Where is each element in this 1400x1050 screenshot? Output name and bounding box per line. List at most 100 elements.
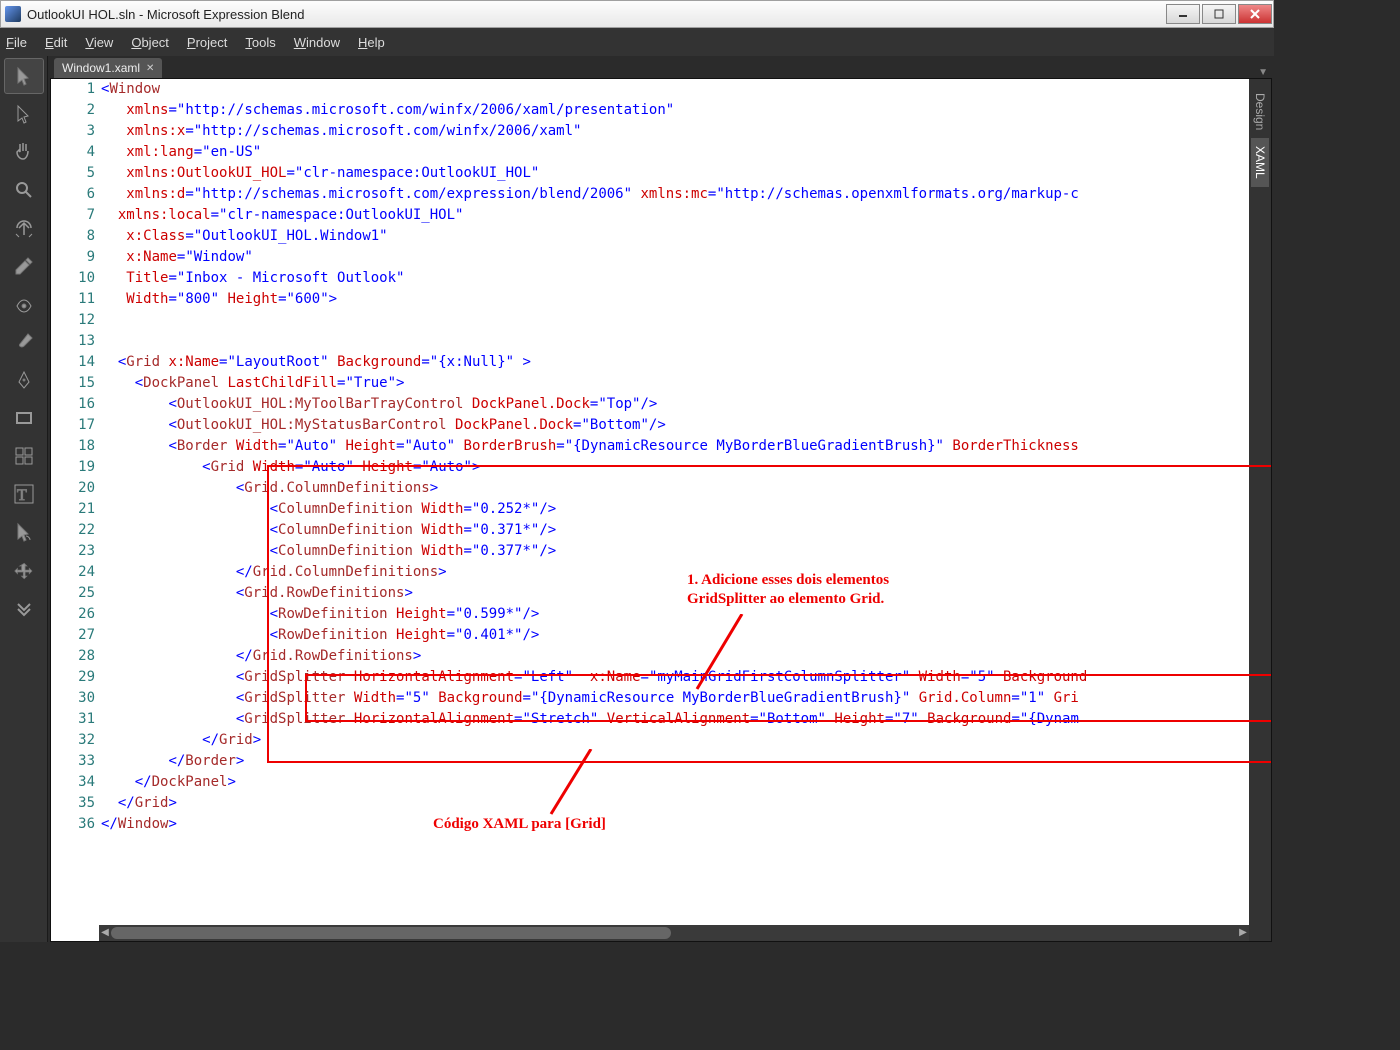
scrollbar-thumb[interactable] [111,927,671,939]
tool-camera[interactable] [4,210,44,246]
line-content[interactable]: <DockPanel LastChildFill="True"> [101,373,1249,394]
tool-pen[interactable] [4,362,44,398]
code-line[interactable]: 5 xmlns:OutlookUI_HOL="clr-namespace:Out… [51,163,1249,184]
code-line[interactable]: 23 <ColumnDefinition Width="0.377*"/> [51,541,1249,562]
code-area[interactable]: 1<Window2 xmlns="http://schemas.microsof… [51,79,1249,941]
code-line[interactable]: 11 Width="800" Height="600"> [51,289,1249,310]
line-content[interactable]: xml:lang="en-US" [101,142,1249,163]
tool-zoom[interactable] [4,172,44,208]
line-content[interactable]: </Grid.RowDefinitions> [101,646,1249,667]
line-content[interactable]: <Grid x:Name="LayoutRoot" Background="{x… [101,352,1249,373]
code-line[interactable]: 16 <OutlookUI_HOL:MyToolBarTrayControl D… [51,394,1249,415]
menu-edit[interactable]: Edit [45,35,67,50]
code-line[interactable]: 26 <RowDefinition Height="0.599*"/> [51,604,1249,625]
line-content[interactable]: xmlns:d="http://schemas.microsoft.com/ex… [101,184,1249,205]
code-line[interactable]: 18 <Border Width="Auto" Height="Auto" Bo… [51,436,1249,457]
code-line[interactable]: 29 <GridSplitter HorizontalAlignment="Le… [51,667,1249,688]
tool-asset[interactable] [4,514,44,550]
code-line[interactable]: 8 x:Class="OutlookUI_HOL.Window1" [51,226,1249,247]
close-tab-icon[interactable]: ✕ [146,63,154,74]
menu-project[interactable]: Project [187,35,227,50]
line-content[interactable] [101,331,1249,352]
code-line[interactable]: 27 <RowDefinition Height="0.401*"/> [51,625,1249,646]
side-tab-xaml[interactable]: XAML [1251,138,1269,187]
menu-tools[interactable]: Tools [245,35,275,50]
line-content[interactable]: <ColumnDefinition Width="0.252*"/> [101,499,1249,520]
code-line[interactable]: 33 </Border> [51,751,1249,772]
line-content[interactable]: </Grid> [101,793,1249,814]
code-line[interactable]: 31 <GridSplitter HorizontalAlignment="St… [51,709,1249,730]
code-line[interactable]: 30 <GridSplitter Width="5" Background="{… [51,688,1249,709]
line-content[interactable]: </Border> [101,751,1249,772]
close-button[interactable] [1238,4,1272,24]
code-line[interactable]: 9 x:Name="Window" [51,247,1249,268]
line-content[interactable]: <Border Width="Auto" Height="Auto" Borde… [101,436,1249,457]
tool-rect[interactable] [4,400,44,436]
line-content[interactable]: x:Name="Window" [101,247,1249,268]
tool-more[interactable] [4,590,44,626]
tab-window1[interactable]: Window1.xaml ✕ [54,58,162,78]
tab-dropdown-icon[interactable]: ▼ [1258,67,1268,78]
minimize-button[interactable] [1166,4,1200,24]
line-content[interactable]: <Grid.ColumnDefinitions> [101,478,1249,499]
line-content[interactable]: <OutlookUI_HOL:MyStatusBarControl DockPa… [101,415,1249,436]
code-line[interactable]: 2 xmlns="http://schemas.microsoft.com/wi… [51,100,1249,121]
menu-help[interactable]: Help [358,35,385,50]
line-content[interactable]: </Grid.ColumnDefinitions> [101,562,1249,583]
line-content[interactable] [101,310,1249,331]
line-content[interactable]: <OutlookUI_HOL:MyToolBarTrayControl Dock… [101,394,1249,415]
line-content[interactable]: <RowDefinition Height="0.401*"/> [101,625,1249,646]
side-tab-design[interactable]: Design [1251,85,1269,138]
line-content[interactable]: <Grid.RowDefinitions> [101,583,1249,604]
menu-file[interactable]: File [6,35,27,50]
code-line[interactable]: 25 <Grid.RowDefinitions> [51,583,1249,604]
line-content[interactable]: <ColumnDefinition Width="0.371*"/> [101,520,1249,541]
code-editor[interactable]: 1<Window2 xmlns="http://schemas.microsof… [50,78,1272,942]
line-content[interactable]: </Window> [101,814,1249,835]
line-content[interactable]: xmlns:x="http://schemas.microsoft.com/wi… [101,121,1249,142]
line-content[interactable]: Width="800" Height="600"> [101,289,1249,310]
code-line[interactable]: 35 </Grid> [51,793,1249,814]
code-line[interactable]: 24 </Grid.ColumnDefinitions> [51,562,1249,583]
code-line[interactable]: 10 Title="Inbox - Microsoft Outlook" [51,268,1249,289]
tool-paint[interactable] [4,286,44,322]
tool-direct[interactable] [4,96,44,132]
scroll-right-icon[interactable]: ▶ [1237,927,1249,939]
line-content[interactable]: <GridSplitter HorizontalAlignment="Left"… [101,667,1249,688]
code-line[interactable]: 4 xml:lang="en-US" [51,142,1249,163]
code-line[interactable]: 34 </DockPanel> [51,772,1249,793]
menu-view[interactable]: View [85,35,113,50]
tool-grid[interactable] [4,438,44,474]
line-content[interactable]: xmlns="http://schemas.microsoft.com/winf… [101,100,1249,121]
line-content[interactable]: </Grid> [101,730,1249,751]
code-line[interactable]: 22 <ColumnDefinition Width="0.371*"/> [51,520,1249,541]
line-content[interactable]: <GridSplitter Width="5" Background="{Dyn… [101,688,1249,709]
tool-transform[interactable] [4,552,44,588]
menu-window[interactable]: Window [294,35,340,50]
code-line[interactable]: 3 xmlns:x="http://schemas.microsoft.com/… [51,121,1249,142]
code-line[interactable]: 21 <ColumnDefinition Width="0.252*"/> [51,499,1249,520]
tool-brush[interactable] [4,324,44,360]
code-line[interactable]: 7 xmlns:local="clr-namespace:OutlookUI_H… [51,205,1249,226]
tool-text[interactable]: T [4,476,44,512]
maximize-button[interactable] [1202,4,1236,24]
code-line[interactable]: 12 [51,310,1249,331]
line-content[interactable]: x:Class="OutlookUI_HOL.Window1" [101,226,1249,247]
code-line[interactable]: 14 <Grid x:Name="LayoutRoot" Background=… [51,352,1249,373]
line-content[interactable]: xmlns:local="clr-namespace:OutlookUI_HOL… [101,205,1249,226]
code-line[interactable]: 28 </Grid.RowDefinitions> [51,646,1249,667]
code-line[interactable]: 17 <OutlookUI_HOL:MyStatusBarControl Doc… [51,415,1249,436]
scroll-left-icon[interactable]: ◀ [99,927,111,939]
code-line[interactable]: 19 <Grid Width="Auto" Height="Auto"> [51,457,1249,478]
tool-pan[interactable] [4,134,44,170]
code-line[interactable]: 6 xmlns:d="http://schemas.microsoft.com/… [51,184,1249,205]
tool-select[interactable] [4,58,44,94]
horizontal-scrollbar[interactable]: ◀ ▶ [99,925,1249,941]
line-content[interactable]: <ColumnDefinition Width="0.377*"/> [101,541,1249,562]
tool-eyedrop[interactable] [4,248,44,284]
code-line[interactable]: 36</Window> [51,814,1249,835]
line-content[interactable]: <Grid Width="Auto" Height="Auto"> [101,457,1249,478]
line-content[interactable]: <Window [101,79,1249,100]
code-line[interactable]: 15 <DockPanel LastChildFill="True"> [51,373,1249,394]
line-content[interactable]: </DockPanel> [101,772,1249,793]
